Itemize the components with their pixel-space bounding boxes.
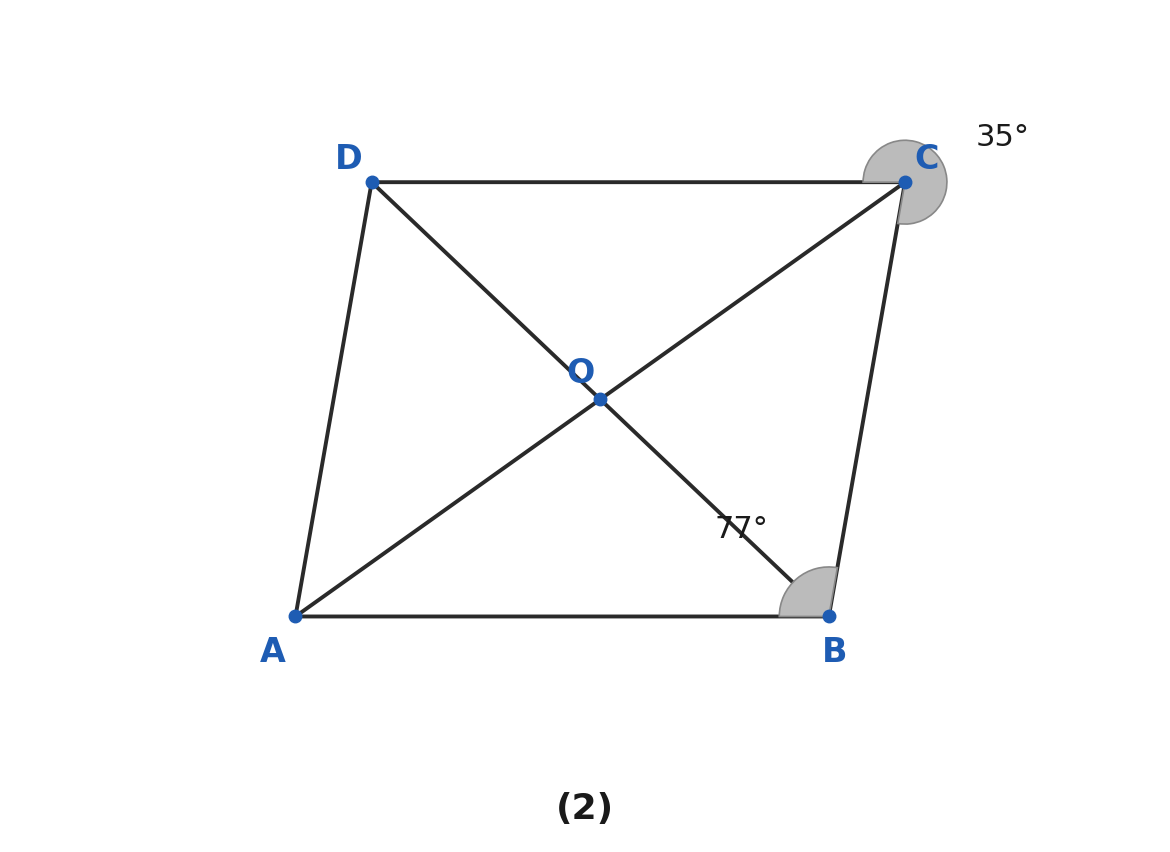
Text: A: A bbox=[260, 636, 285, 669]
Text: B: B bbox=[821, 636, 847, 669]
Text: 35°: 35° bbox=[976, 123, 1030, 152]
Wedge shape bbox=[863, 141, 947, 224]
Text: 77°: 77° bbox=[715, 515, 769, 544]
Text: D: D bbox=[335, 143, 363, 176]
Text: (2): (2) bbox=[556, 792, 614, 826]
Text: C: C bbox=[915, 143, 940, 176]
Wedge shape bbox=[779, 567, 838, 617]
Text: O: O bbox=[566, 357, 594, 390]
